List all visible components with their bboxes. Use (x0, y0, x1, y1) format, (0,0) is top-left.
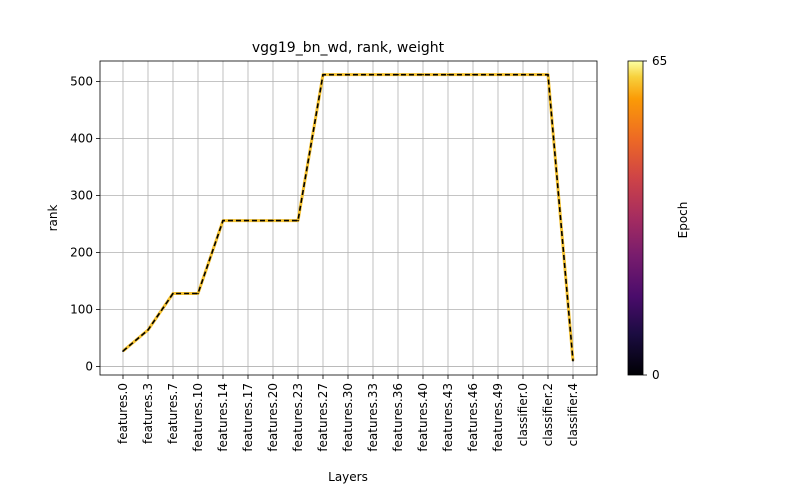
x-axis-label: Layers (328, 470, 368, 484)
data-point (347, 73, 349, 76)
plot-frame (99, 60, 598, 376)
colorbar: 65 0 Epoch (627, 54, 690, 382)
data-point (447, 73, 449, 76)
grid (100, 61, 597, 375)
x-tick-label: features.7 (166, 383, 180, 444)
y-tick-label: 0 (85, 359, 93, 373)
y-tick-label: 100 (70, 302, 93, 316)
data-point (472, 73, 474, 76)
x-axis: features.0 features.3 features.7 features.1… (116, 375, 580, 452)
data-point (222, 219, 224, 222)
data-point (172, 292, 174, 295)
x-tick-label: features.30 (341, 383, 355, 452)
colorbar-gradient (627, 60, 644, 376)
x-tick-label: classifier.2 (541, 383, 555, 446)
y-tick-label: 500 (70, 75, 93, 89)
data-point (422, 73, 424, 76)
x-tick-label: features.33 (366, 383, 380, 452)
y-tick-label: 200 (70, 245, 93, 259)
colorbar-max-label: 65 (652, 54, 667, 68)
x-tick-label: features.0 (116, 383, 130, 444)
x-tick-label: features.43 (441, 383, 455, 452)
x-tick-label: features.10 (191, 383, 205, 452)
x-tick-label: features.27 (316, 383, 330, 452)
x-tick-label: features.3 (141, 383, 155, 444)
colorbar-min-label: 0 (652, 368, 660, 382)
x-tick-label: classifier.4 (566, 383, 580, 446)
y-axis: 0 100 200 300 400 500 (70, 75, 100, 373)
x-tick-label: features.40 (416, 383, 430, 452)
data-point (497, 73, 499, 76)
data-point (572, 359, 574, 362)
x-tick-label: features.23 (291, 383, 305, 452)
data-point (122, 350, 124, 352)
x-tick-label: classifier.0 (516, 383, 530, 446)
x-tick-label: features.49 (491, 383, 505, 452)
data-point (522, 73, 524, 76)
x-tick-label: features.36 (391, 383, 405, 452)
data-point (397, 73, 399, 76)
x-tick-label: features.20 (266, 383, 280, 452)
x-tick-label: features.46 (466, 383, 480, 452)
data-point (247, 219, 249, 222)
x-tick-label: features.14 (216, 383, 230, 452)
data-point (372, 73, 374, 76)
data-point (272, 219, 274, 222)
data-point (197, 292, 199, 295)
y-tick-label: 300 (70, 188, 93, 202)
x-tick-label: features.17 (241, 383, 255, 452)
data-point (547, 73, 549, 76)
chart-title: vgg19_bn_wd, rank, weight (252, 40, 445, 56)
y-tick-label: 400 (70, 132, 93, 146)
data-point (322, 73, 324, 76)
y-axis-label: rank (46, 205, 60, 232)
data-point (147, 329, 149, 331)
data-point (297, 219, 299, 222)
colorbar-label: Epoch (676, 202, 690, 239)
series-group (122, 73, 575, 362)
